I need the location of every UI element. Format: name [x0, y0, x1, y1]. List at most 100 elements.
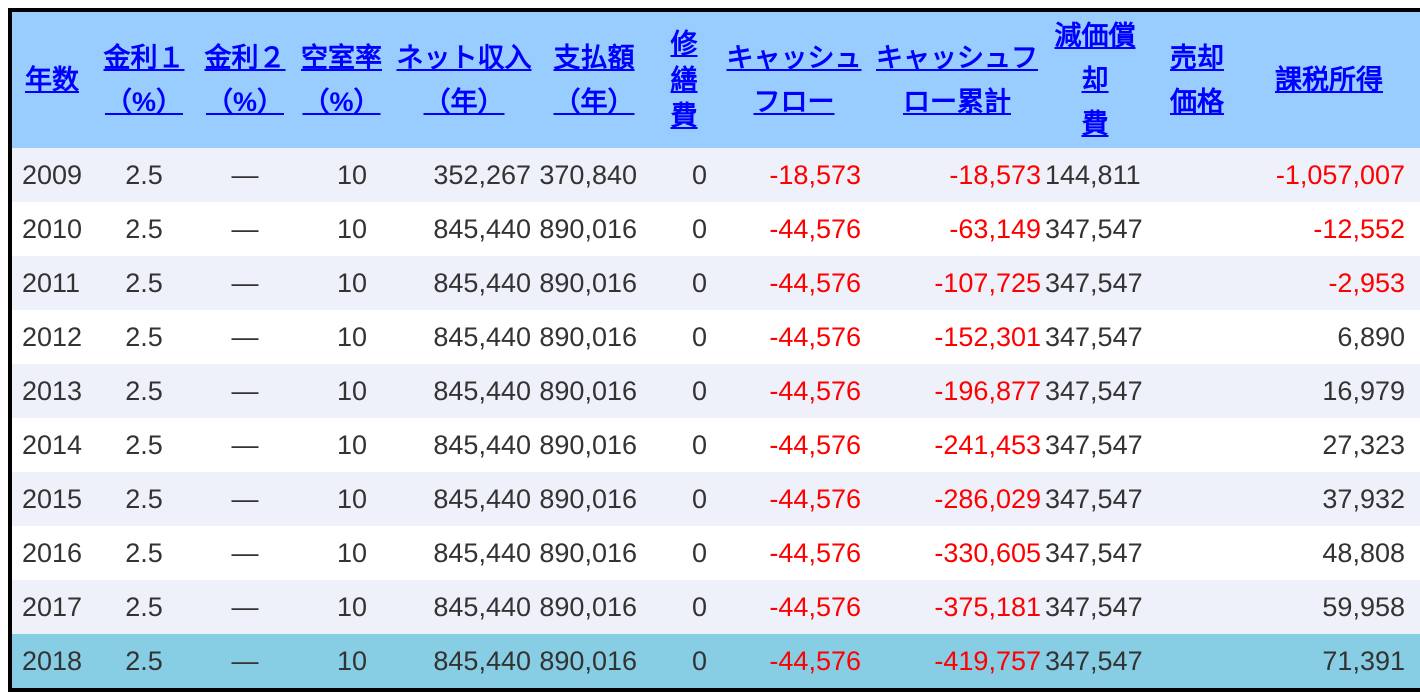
row-filler [1409, 634, 1420, 688]
cell-vacancy_rate: 10 [294, 526, 389, 580]
cell-rate1: 2.5 [92, 364, 196, 418]
cell-depreciation: 347,547 [1045, 202, 1145, 256]
cell-taxable_income: 16,979 [1249, 364, 1409, 418]
cell-vacancy_rate: 10 [294, 364, 389, 418]
table-row[interactable]: 2009 2.5 ― 10 352,267 370,840 0 -18,573 -18,573 1… [12, 148, 1420, 202]
table-row[interactable]: 2015 2.5 ― 10 845,440 890,016 0 -44,576 -286,029… [12, 472, 1420, 526]
cell-payment_year: 890,016 [539, 472, 649, 526]
column-header-link-year[interactable]: 年数 [25, 65, 79, 95]
cell-vacancy_rate: 10 [294, 418, 389, 472]
table-row[interactable]: 2016 2.5 ― 10 845,440 890,016 0 -44,576 -330,605… [12, 526, 1420, 580]
cell-cashflow_cum: -241,453 [869, 418, 1045, 472]
column-header-link-vacancy_rate[interactable]: 空室率 （%） [301, 43, 382, 117]
table-row[interactable]: 2013 2.5 ― 10 845,440 890,016 0 -44,576 -196,877… [12, 364, 1420, 418]
cell-cashflow: -44,576 [719, 526, 869, 580]
cell-rate1: 2.5 [92, 256, 196, 310]
cell-depreciation: 347,547 [1045, 310, 1145, 364]
cell-rate1: 2.5 [92, 526, 196, 580]
table-row[interactable]: 2011 2.5 ― 10 845,440 890,016 0 -44,576 -107,725… [12, 256, 1420, 310]
cell-sale_price [1145, 364, 1249, 418]
column-header-link-depreciation[interactable]: 減価償却 費 [1054, 21, 1136, 139]
cell-taxable_income: 48,808 [1249, 526, 1409, 580]
column-header-taxable_income: 課税所得 [1249, 12, 1409, 148]
cell-sale_price [1145, 580, 1249, 634]
cell-vacancy_rate: 10 [294, 202, 389, 256]
table-container: 年数 金利１ （%） 金利２ （%） 空室率 （%） ネット収入 （年） 支払額 （年） 修… [8, 8, 1420, 692]
cell-depreciation: 347,547 [1045, 634, 1145, 688]
column-header-link-taxable_income[interactable]: 課税所得 [1275, 65, 1383, 95]
column-header-link-net_income_year[interactable]: ネット収入 （年） [396, 43, 532, 117]
column-header-link-repair_cost[interactable]: 修 繕 費 [670, 29, 698, 131]
column-header-repair_cost: 修 繕 費 [649, 12, 719, 148]
row-filler [1409, 418, 1420, 472]
cashflow-table: 年数 金利１ （%） 金利２ （%） 空室率 （%） ネット収入 （年） 支払額 （年） 修… [12, 12, 1420, 688]
column-header-link-cashflow_cum[interactable]: キャッシュフ ロー累計 [876, 43, 1038, 117]
cell-year: 2016 [12, 526, 92, 580]
cell-repair_cost: 0 [649, 148, 719, 202]
cell-year: 2018 [12, 634, 92, 688]
cell-year: 2010 [12, 202, 92, 256]
cell-payment_year: 890,016 [539, 580, 649, 634]
cell-taxable_income: -12,552 [1249, 202, 1409, 256]
table-row[interactable]: 2012 2.5 ― 10 845,440 890,016 0 -44,576 -152,301… [12, 310, 1420, 364]
column-header-net_income_year: ネット収入 （年） [389, 12, 539, 148]
cell-payment_year: 890,016 [539, 526, 649, 580]
cell-rate1: 2.5 [92, 580, 196, 634]
cell-payment_year: 890,016 [539, 418, 649, 472]
column-header-link-rate1[interactable]: 金利１ （%） [103, 43, 185, 117]
cell-sale_price [1145, 202, 1249, 256]
row-filler [1409, 580, 1420, 634]
cell-payment_year: 370,840 [539, 148, 649, 202]
cell-taxable_income: 37,932 [1249, 472, 1409, 526]
cell-sale_price [1145, 526, 1249, 580]
cell-net_income_year: 845,440 [389, 418, 539, 472]
cell-cashflow_cum: -286,029 [869, 472, 1045, 526]
table-header-row: 年数 金利１ （%） 金利２ （%） 空室率 （%） ネット収入 （年） 支払額 （年） 修… [12, 12, 1420, 148]
column-header-link-sale_price[interactable]: 売却 価格 [1170, 43, 1224, 117]
cell-vacancy_rate: 10 [294, 634, 389, 688]
cell-net_income_year: 845,440 [389, 580, 539, 634]
column-header-depreciation: 減価償却 費 [1045, 12, 1145, 148]
column-header-year: 年数 [12, 12, 92, 148]
column-header-link-cashflow[interactable]: キャッシュ フロー [726, 43, 862, 117]
column-header-link-rate2[interactable]: 金利２ （%） [204, 43, 286, 117]
cell-cashflow: -18,573 [719, 148, 869, 202]
row-filler [1409, 364, 1420, 418]
cell-rate2: ― [196, 580, 294, 634]
cell-repair_cost: 0 [649, 310, 719, 364]
cell-sale_price [1145, 148, 1249, 202]
cell-vacancy_rate: 10 [294, 580, 389, 634]
cell-depreciation: 347,547 [1045, 418, 1145, 472]
cell-cashflow: -44,576 [719, 580, 869, 634]
cell-vacancy_rate: 10 [294, 310, 389, 364]
cell-rate1: 2.5 [92, 418, 196, 472]
table-row[interactable]: 2014 2.5 ― 10 845,440 890,016 0 -44,576 -241,453… [12, 418, 1420, 472]
column-header-link-payment_year[interactable]: 支払額 （年） [553, 43, 635, 117]
column-header-sale_price: 売却 価格 [1145, 12, 1249, 148]
row-filler [1409, 202, 1420, 256]
cell-rate1: 2.5 [92, 310, 196, 364]
table-row[interactable]: 2010 2.5 ― 10 845,440 890,016 0 -44,576 -63,149 3… [12, 202, 1420, 256]
table-row-selected[interactable]: 2018 2.5 ― 10 845,440 890,016 0 -44,576 -419,757… [12, 634, 1420, 688]
cell-year: 2011 [12, 256, 92, 310]
cell-sale_price [1145, 256, 1249, 310]
cell-cashflow_cum: -196,877 [869, 364, 1045, 418]
cell-taxable_income: 59,958 [1249, 580, 1409, 634]
cell-rate2: ― [196, 418, 294, 472]
table-body: 2009 2.5 ― 10 352,267 370,840 0 -18,573 -18,573 1… [12, 148, 1420, 688]
cell-depreciation: 347,547 [1045, 364, 1145, 418]
column-header-vacancy_rate: 空室率 （%） [294, 12, 389, 148]
cell-cashflow_cum: -152,301 [869, 310, 1045, 364]
cell-rate2: ― [196, 526, 294, 580]
table-row[interactable]: 2017 2.5 ― 10 845,440 890,016 0 -44,576 -375,181… [12, 580, 1420, 634]
cell-rate2: ― [196, 634, 294, 688]
cell-sale_price [1145, 634, 1249, 688]
cell-vacancy_rate: 10 [294, 472, 389, 526]
cell-rate2: ― [196, 148, 294, 202]
cell-year: 2015 [12, 472, 92, 526]
cell-rate1: 2.5 [92, 148, 196, 202]
cell-repair_cost: 0 [649, 634, 719, 688]
table-header: 年数 金利１ （%） 金利２ （%） 空室率 （%） ネット収入 （年） 支払額 （年） 修… [12, 12, 1420, 148]
cell-net_income_year: 845,440 [389, 472, 539, 526]
cell-taxable_income: -2,953 [1249, 256, 1409, 310]
